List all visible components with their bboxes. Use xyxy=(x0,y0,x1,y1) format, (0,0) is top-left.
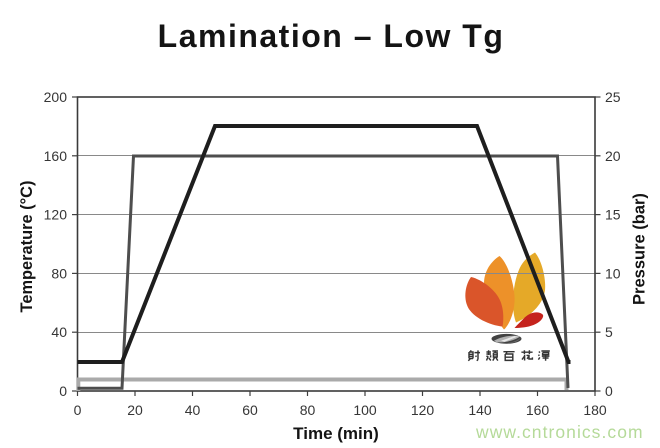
svg-text:Time (min): Time (min) xyxy=(293,424,379,443)
svg-text:180: 180 xyxy=(583,402,607,418)
svg-text:Pressure (bar): Pressure (bar) xyxy=(631,193,649,305)
svg-text:Lamination – Low Tg: Lamination – Low Tg xyxy=(158,18,505,54)
svg-text:0: 0 xyxy=(59,383,67,399)
svg-text:0: 0 xyxy=(74,402,82,418)
svg-text:15: 15 xyxy=(605,207,621,223)
svg-text:140: 140 xyxy=(468,402,492,418)
svg-text:40: 40 xyxy=(185,402,201,418)
svg-text:40: 40 xyxy=(51,324,67,340)
svg-text:0: 0 xyxy=(605,383,613,399)
svg-text:20: 20 xyxy=(127,402,143,418)
svg-text:80: 80 xyxy=(300,402,316,418)
svg-text:Temperature (°C): Temperature (°C) xyxy=(18,181,36,313)
svg-text:10: 10 xyxy=(605,265,621,281)
svg-text:20: 20 xyxy=(605,148,621,164)
svg-text:www.cntronics.com: www.cntronics.com xyxy=(475,422,644,442)
svg-text:25: 25 xyxy=(605,89,621,105)
svg-text:160: 160 xyxy=(526,402,550,418)
svg-text:5: 5 xyxy=(605,324,613,340)
svg-text:200: 200 xyxy=(44,89,68,105)
svg-text:160: 160 xyxy=(44,148,68,164)
svg-text:100: 100 xyxy=(353,402,377,418)
svg-text:120: 120 xyxy=(411,402,435,418)
svg-text:60: 60 xyxy=(242,402,258,418)
svg-text:120: 120 xyxy=(44,207,68,223)
svg-text:80: 80 xyxy=(51,265,67,281)
